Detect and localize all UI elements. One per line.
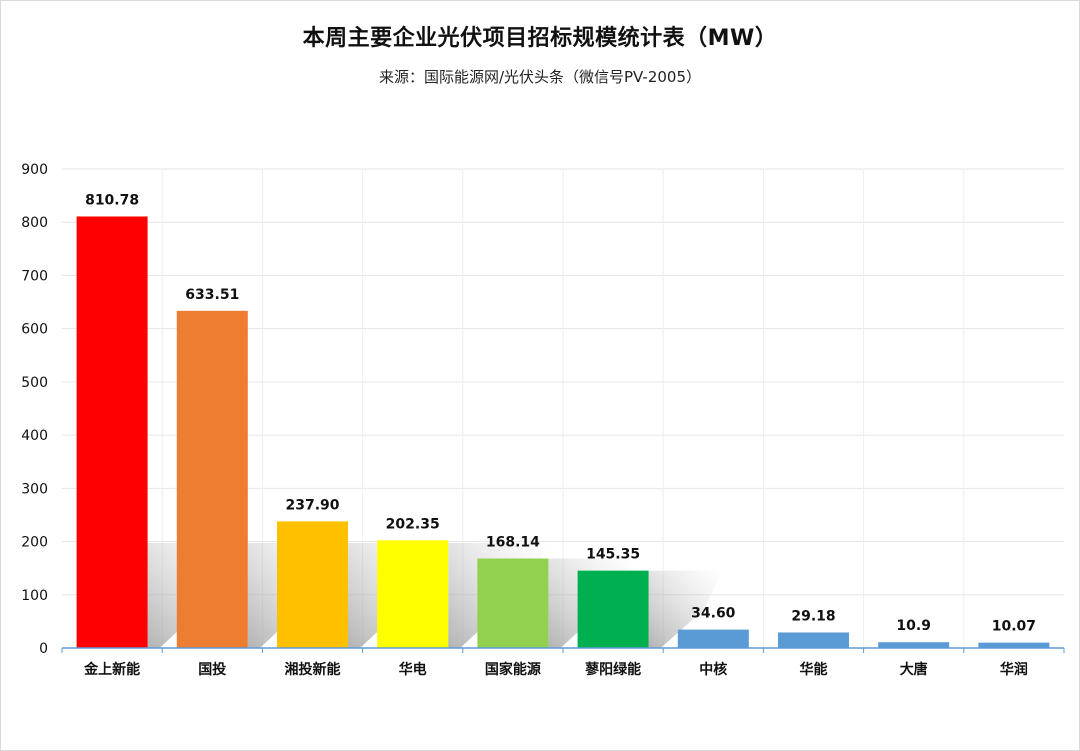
x-tick-label: 华润 xyxy=(1000,661,1028,678)
x-tick-label: 华电 xyxy=(399,661,427,678)
bar-4 xyxy=(377,540,449,648)
x-tick-label: 大唐 xyxy=(900,661,928,678)
data-label: 202.35 xyxy=(386,516,440,532)
y-tick-label: 800 xyxy=(21,215,48,231)
bar-shadow xyxy=(648,570,723,648)
data-label: 168.14 xyxy=(486,535,540,551)
y-tick-label: 300 xyxy=(21,481,48,497)
bar-1 xyxy=(76,216,148,648)
bar-8 xyxy=(778,632,849,648)
bar-7 xyxy=(677,629,749,648)
data-label: 810.78 xyxy=(85,192,139,208)
bar-9 xyxy=(878,642,950,648)
x-tick-label: 金上新能 xyxy=(83,661,140,678)
y-tick-label: 900 xyxy=(21,162,48,178)
chart-title: 本周主要企业光伏项目招标规模统计表（MW） xyxy=(302,26,778,51)
x-tick-label: 中核 xyxy=(699,661,727,678)
y-tick-label: 200 xyxy=(21,535,48,551)
x-tick-label: 国家能源 xyxy=(485,661,541,678)
x-tick-label: 华能 xyxy=(800,661,828,678)
y-tick-label: 100 xyxy=(21,588,48,604)
data-label: 237.90 xyxy=(285,497,339,513)
y-tick-label: 500 xyxy=(21,375,48,391)
x-tick-label: 湘投新能 xyxy=(285,661,341,678)
data-label: 34.60 xyxy=(691,606,736,622)
x-tick-label: 蓼阳绿能 xyxy=(584,661,641,678)
bar-5 xyxy=(477,558,549,648)
y-tick-label: 400 xyxy=(21,428,48,444)
data-label: 633.51 xyxy=(185,287,239,303)
data-label: 29.18 xyxy=(791,608,835,624)
bar-2 xyxy=(176,310,248,648)
x-tick-label: 国投 xyxy=(198,662,226,678)
data-label: 10.9 xyxy=(896,618,931,634)
bar-10 xyxy=(978,642,1050,648)
y-tick-label: 600 xyxy=(21,322,48,338)
data-label: 10.07 xyxy=(992,619,1036,635)
bar-6 xyxy=(577,570,649,648)
data-label: 145.35 xyxy=(586,547,640,563)
bar-3 xyxy=(277,521,348,648)
y-tick-label: 0 xyxy=(39,641,48,657)
chart-subtitle: 来源：国际能源网/光伏头条（微信号PV-2005） xyxy=(378,68,702,86)
y-tick-label: 700 xyxy=(21,268,48,284)
